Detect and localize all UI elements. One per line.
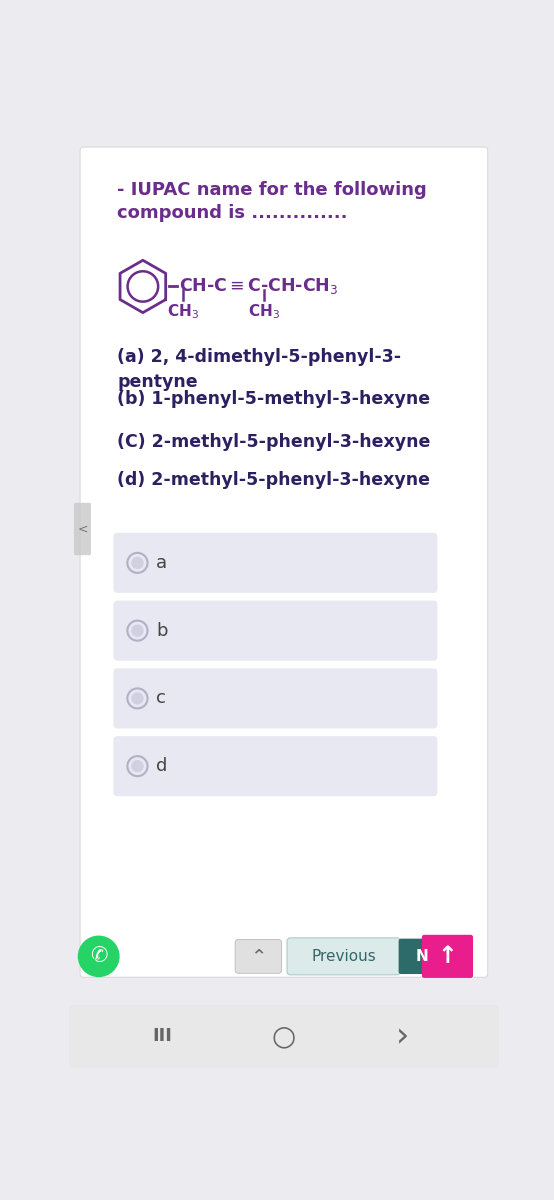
FancyBboxPatch shape <box>422 935 473 978</box>
Text: ⌃: ⌃ <box>250 947 266 966</box>
Text: (d) 2-methyl-5-phenyl-3-hexyne: (d) 2-methyl-5-phenyl-3-hexyne <box>117 472 430 490</box>
Text: compound is ..............: compound is .............. <box>117 204 348 222</box>
Text: (b) 1-phenyl-5-methyl-3-hexyne: (b) 1-phenyl-5-methyl-3-hexyne <box>117 390 430 408</box>
Text: ↑: ↑ <box>438 944 457 968</box>
Text: - IUPAC name for the following: - IUPAC name for the following <box>117 181 427 199</box>
Text: CH-C$\equiv$C-CH-CH$_3$: CH-C$\equiv$C-CH-CH$_3$ <box>178 276 338 296</box>
Circle shape <box>131 557 143 569</box>
Text: Previous: Previous <box>311 949 376 964</box>
Circle shape <box>131 692 143 704</box>
Text: N: N <box>416 949 428 964</box>
Circle shape <box>131 760 143 773</box>
Text: III: III <box>152 1027 172 1045</box>
FancyBboxPatch shape <box>235 940 281 973</box>
Text: a: a <box>156 554 167 572</box>
Circle shape <box>131 624 143 637</box>
FancyBboxPatch shape <box>114 601 437 661</box>
FancyBboxPatch shape <box>114 736 437 796</box>
Circle shape <box>78 936 120 977</box>
Text: (a) 2, 4-dimethyl-5-phenyl-3-
pentyne: (a) 2, 4-dimethyl-5-phenyl-3- pentyne <box>117 348 402 391</box>
Text: ○: ○ <box>272 1022 296 1050</box>
Text: CH$_3$: CH$_3$ <box>248 302 280 320</box>
Text: c: c <box>156 689 166 707</box>
Text: ›: › <box>396 1020 409 1052</box>
FancyBboxPatch shape <box>114 668 437 728</box>
Text: b: b <box>156 622 167 640</box>
Text: <: < <box>77 522 88 535</box>
FancyBboxPatch shape <box>399 938 446 974</box>
Bar <box>69 1004 499 1068</box>
Text: (C) 2-methyl-5-phenyl-3-hexyne: (C) 2-methyl-5-phenyl-3-hexyne <box>117 433 430 451</box>
Text: ✆: ✆ <box>90 947 107 966</box>
FancyBboxPatch shape <box>74 503 91 556</box>
FancyBboxPatch shape <box>114 533 437 593</box>
Text: d: d <box>156 757 167 775</box>
FancyBboxPatch shape <box>80 148 488 977</box>
Text: CH$_3$: CH$_3$ <box>167 302 199 320</box>
FancyBboxPatch shape <box>287 938 400 974</box>
